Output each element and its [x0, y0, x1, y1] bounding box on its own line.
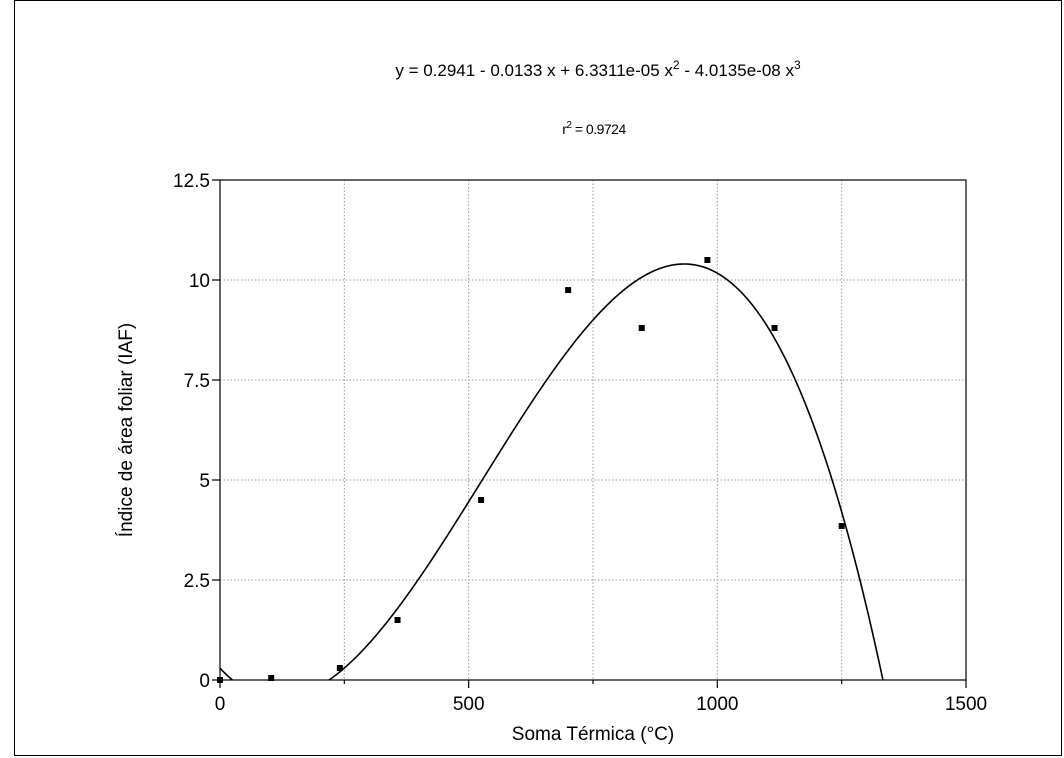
x-tick-label: 0	[215, 694, 226, 715]
data-point	[478, 497, 485, 503]
data-point	[336, 665, 343, 671]
data-point	[771, 325, 778, 331]
data-point	[638, 325, 645, 331]
equation-part-1: y = 0.2941 - 0.0133 x + 6.3311e-05 x	[395, 61, 673, 80]
r-squared-value: = 0.9724	[571, 121, 626, 137]
grid	[220, 180, 966, 680]
y-axis-title: Índice de área foliar (IAF)	[116, 323, 137, 537]
x-axis-title: Soma Térmica (°C)	[512, 724, 674, 745]
y-tick-label: 12.5	[173, 171, 210, 192]
y-tick-label: 0	[199, 671, 210, 692]
data-point	[838, 523, 845, 529]
figure-frame	[14, 0, 1062, 756]
data-point	[704, 257, 711, 263]
y-tick-label: 7.5	[184, 371, 210, 392]
data-point	[217, 677, 223, 683]
y-tick-label: 10	[189, 271, 210, 292]
data-points	[217, 257, 845, 683]
x-tick-label: 1000	[696, 694, 738, 715]
axis-ticks: 0 500 1000 1500 0 2.5 5 7.5 10 12.5	[173, 171, 987, 715]
equation-exponent-2: 2	[673, 58, 680, 72]
x-tick-label: 1500	[945, 694, 987, 715]
y-tick-label: 2.5	[184, 571, 210, 592]
data-point	[268, 675, 275, 681]
r-squared-exponent: 2	[566, 120, 572, 131]
x-tick-label: 500	[453, 694, 485, 715]
fit-equation: y = 0.2941 - 0.0133 x + 6.3311e-05 x2 - …	[395, 58, 801, 80]
equation-exponent-3: 3	[794, 58, 801, 72]
r-squared-label: r	[562, 121, 567, 137]
equation-part-2: - 4.0135e-08 x	[680, 61, 795, 80]
data-point	[394, 617, 401, 623]
data-point	[565, 287, 572, 293]
r-squared: r2 = 0.9724	[562, 120, 626, 137]
y-tick-label: 5	[199, 471, 210, 492]
fit-curve	[220, 263, 884, 680]
